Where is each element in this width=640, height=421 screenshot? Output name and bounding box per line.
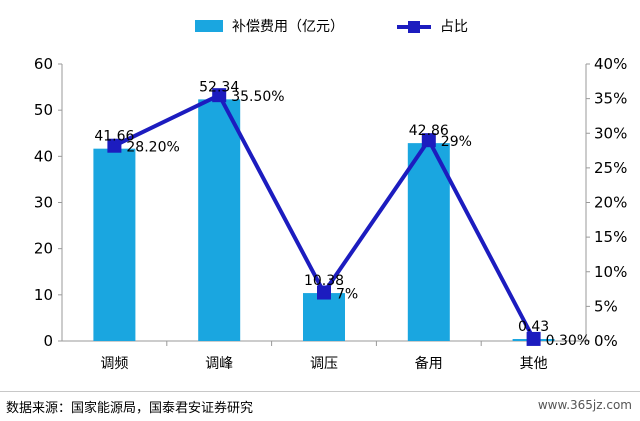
right-tick-label: 35% xyxy=(594,90,627,108)
line-value-label: 29% xyxy=(441,134,472,150)
legend-line-label: 占比 xyxy=(440,19,468,35)
right-tick-label: 15% xyxy=(594,228,627,246)
right-tick-label: 20% xyxy=(594,194,627,212)
right-tick-label: 0% xyxy=(594,332,618,350)
right-tick-label: 40% xyxy=(594,55,627,73)
category-label: 调频 xyxy=(100,356,128,372)
legend-bar-swatch xyxy=(195,20,223,32)
left-tick-label: 0 xyxy=(43,332,53,350)
line-value-label: 35.50% xyxy=(231,89,284,105)
bar-value-label: 0.43 xyxy=(518,319,549,335)
line-marker xyxy=(317,285,331,300)
legend-line-marker xyxy=(408,21,420,33)
bar-value-label: 42.86 xyxy=(409,123,449,139)
axes: 0 10 20 30 40 50 60 0% 5% 10% 15% 20% 25% 30% 35% 40% 调频… xyxy=(34,55,627,372)
right-tick-label: 30% xyxy=(594,124,627,142)
right-tick-label: 5% xyxy=(594,297,618,315)
legend: 补偿费用（亿元） 占比 xyxy=(195,19,468,35)
right-tick-label: 10% xyxy=(594,263,627,281)
category-label: 调峰 xyxy=(205,356,233,372)
bar-value-label: 52.34 xyxy=(199,79,239,95)
bar xyxy=(407,143,450,341)
category-label: 备用 xyxy=(415,355,443,372)
bar-value-label: 10.38 xyxy=(304,273,344,289)
legend-bar-label: 补偿费用（亿元） xyxy=(232,19,344,35)
line-series xyxy=(107,88,541,346)
category-label: 其他 xyxy=(520,356,548,372)
line-marker xyxy=(526,331,541,346)
line-value-label: 7% xyxy=(336,287,358,303)
category-label: 调压 xyxy=(310,356,338,372)
data-labels: 41.66 52.34 10.38 42.86 0.43 28.20% 35.50% 7% 29… xyxy=(94,79,590,349)
left-tick-label: 60 xyxy=(34,55,53,73)
left-tick-label: 40 xyxy=(34,147,53,165)
left-tick-label: 20 xyxy=(34,240,53,258)
bar-value-label: 41.66 xyxy=(94,129,134,145)
source-note: 数据来源：国家能源局，国泰君安证券研究 xyxy=(6,401,254,416)
bar-series xyxy=(93,99,555,341)
line-value-label: 28.20% xyxy=(126,140,179,156)
right-tick-label: 25% xyxy=(594,159,627,177)
bar xyxy=(303,293,345,341)
line-marker xyxy=(212,88,227,103)
chart: 补偿费用（亿元） 占比 0 10 20 30 40 50 60 0% 5% 10% 15% 20% 25… xyxy=(34,19,627,372)
left-tick-label: 30 xyxy=(34,194,53,212)
left-tick-label: 50 xyxy=(34,101,53,119)
line-value-label: 0.30% xyxy=(546,333,590,349)
left-tick-label: 10 xyxy=(34,286,53,304)
line-marker xyxy=(107,138,122,153)
footer-divider xyxy=(0,391,640,392)
bar xyxy=(198,99,241,341)
watermark: www.365jz.com xyxy=(537,398,632,412)
bar xyxy=(93,148,136,341)
line-marker xyxy=(421,133,436,148)
